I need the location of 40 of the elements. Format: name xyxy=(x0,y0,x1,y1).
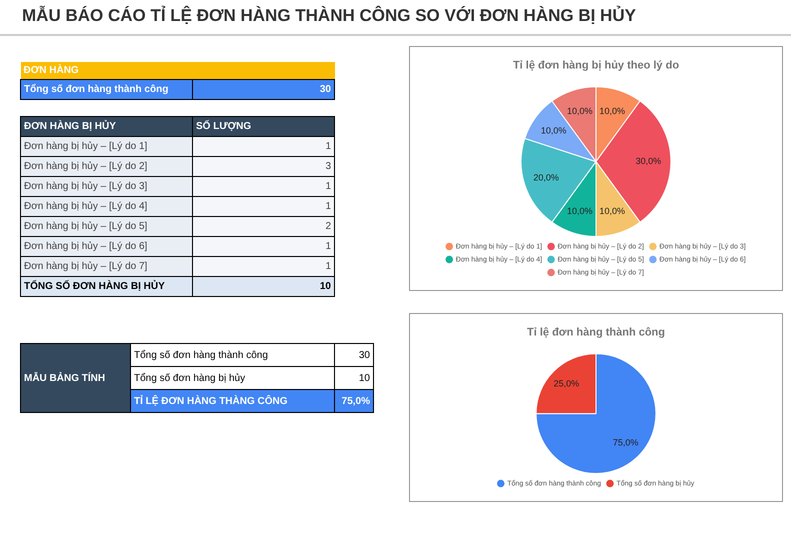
text: 2 xyxy=(192,216,334,236)
text: 75,0% xyxy=(334,390,374,412)
text: ĐƠN HÀNG xyxy=(20,62,334,80)
text: Đơn hàng bị hủy – [Lý do 6] xyxy=(20,236,192,256)
text: MẪU BẢNG TÍNH xyxy=(20,344,130,412)
text: 10 xyxy=(334,366,374,390)
text: 1 xyxy=(192,136,334,156)
text: 1 xyxy=(192,196,334,216)
text: Tổng số đơn hàng thành công xyxy=(20,80,192,100)
text: 30 xyxy=(334,344,374,366)
text: Đơn hàng bị hủy – [Lý do 2] xyxy=(20,156,192,176)
data-label: 30,0% xyxy=(636,156,662,166)
chart-title: Tỉ lệ đơn hàng bị hủy theo lý do xyxy=(512,60,680,72)
text: ĐƠN HÀNG BỊ HỦY xyxy=(20,116,192,136)
text: TỔNG SỐ ĐƠN HÀNG BỊ HỦY xyxy=(20,276,192,296)
text: MẪU BÁO CÁO TỈ LỆ ĐƠN HÀNG THÀNH CÔNG SO VỚI ĐƠN HÀNG BỊ HỦY xyxy=(22,6,636,26)
data-label: 10,0% xyxy=(599,206,625,216)
text: 1 xyxy=(192,236,334,256)
text: Đơn hàng bị hủy – [Lý do 3] xyxy=(20,176,192,196)
data-label: 10,0% xyxy=(599,106,625,116)
text: Tổng số đơn hàng bị hủy xyxy=(130,366,334,390)
text: SỐ LƯỢNG xyxy=(192,116,334,136)
text: 10 xyxy=(192,276,334,296)
text: 1 xyxy=(192,176,334,196)
data-label: 10,0% xyxy=(567,206,593,216)
text: Đơn hàng bị hủy – [Lý do 4] xyxy=(20,196,192,216)
data-label: 25,0% xyxy=(554,378,580,388)
text: 1 xyxy=(192,256,334,276)
data-label: 20,0% xyxy=(533,172,559,182)
text: 30 xyxy=(192,80,334,100)
text: Đơn hàng bị hủy – [Lý do 7] xyxy=(20,256,192,276)
text: TỈ LỆ ĐƠN HÀNG THÀNG CÔNG xyxy=(130,390,334,412)
text: Tổng số đơn hàng thành công xyxy=(130,344,334,366)
data-label: 75,0% xyxy=(612,438,638,448)
text: Đơn hàng bị hủy – [Lý do 1] xyxy=(20,136,192,156)
chart-title: Tỉ lệ đơn hàng thành công xyxy=(527,326,665,339)
data-label: 10,0% xyxy=(567,106,593,116)
text: 3 xyxy=(192,156,334,176)
data-label: 10,0% xyxy=(540,125,566,136)
text: Đơn hàng bị hủy – [Lý do 5] xyxy=(20,216,192,236)
